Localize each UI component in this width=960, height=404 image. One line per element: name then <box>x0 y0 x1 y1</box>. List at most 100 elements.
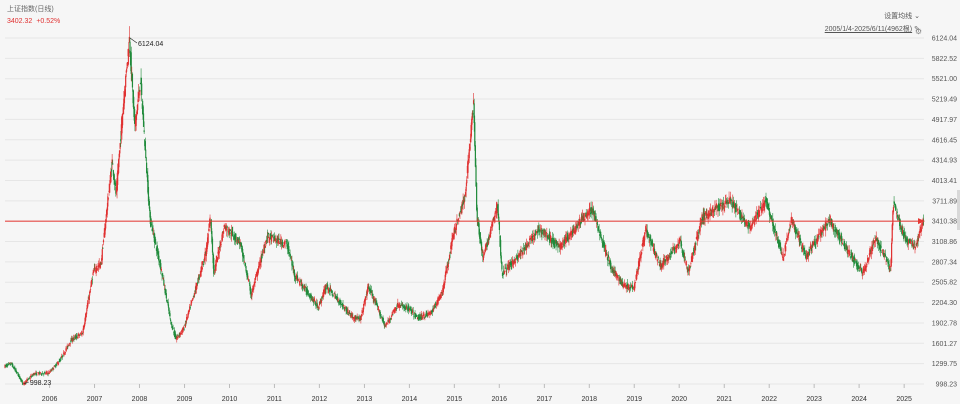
candle-body <box>633 288 635 290</box>
candle-body <box>354 316 356 320</box>
candle-body <box>320 299 323 303</box>
candle-body <box>714 206 717 210</box>
candle-body <box>814 244 816 246</box>
candle-body <box>830 218 832 226</box>
candle-body <box>915 247 917 249</box>
candle-body <box>187 310 190 315</box>
candle-body <box>711 211 713 213</box>
candle-body <box>343 305 345 306</box>
candle-body <box>871 244 874 251</box>
candle-body <box>323 289 325 294</box>
candle-body <box>903 232 906 236</box>
candle-body <box>527 242 529 245</box>
candle-body <box>881 249 883 251</box>
candle-body <box>25 382 27 383</box>
candle-body <box>845 245 847 247</box>
candle-body <box>303 288 305 290</box>
candle-body <box>912 245 914 247</box>
candle-body <box>491 224 493 226</box>
candle-body <box>312 299 314 301</box>
candle-body <box>400 305 402 306</box>
candle-body <box>614 270 616 276</box>
x-tick-label: 2011 <box>267 396 282 403</box>
candle-body <box>768 208 770 210</box>
candle-body <box>819 232 821 234</box>
candle-body <box>606 254 608 255</box>
candle-body <box>394 308 396 313</box>
candle-body <box>149 211 151 224</box>
candle-body <box>467 162 469 173</box>
scrollbar-handle[interactable] <box>957 190 960 230</box>
candle-body <box>732 201 734 207</box>
candle-body <box>55 364 57 366</box>
candle-body <box>270 235 273 242</box>
candle-body <box>307 294 310 295</box>
candle-body <box>446 265 448 274</box>
candle-body <box>78 335 81 337</box>
candle-body <box>96 268 98 271</box>
candle-body <box>464 196 466 197</box>
date-range-label[interactable]: 2005/1/4-2025/6/11(4962根) <box>824 26 913 33</box>
candle-body <box>705 214 707 216</box>
candle-body <box>754 215 757 218</box>
candle-body <box>487 241 489 244</box>
candle-body <box>577 221 579 226</box>
candle-body <box>918 231 920 233</box>
candle-body <box>341 303 344 307</box>
candle-body <box>10 362 12 364</box>
candle-body <box>293 269 295 277</box>
candle-body <box>569 233 571 235</box>
candle-body <box>873 240 875 244</box>
candle-body <box>196 285 198 287</box>
candle-body <box>150 219 152 226</box>
candle-body <box>748 223 750 228</box>
candle-body <box>110 169 113 172</box>
candle-body <box>81 333 83 335</box>
candle-body <box>125 70 127 73</box>
candle-body <box>844 244 846 250</box>
candle-body <box>580 222 582 225</box>
candle-body <box>921 223 923 230</box>
candle-body <box>769 211 771 217</box>
candle-body <box>325 288 327 290</box>
candle-body <box>203 261 205 263</box>
candle-body <box>560 243 562 247</box>
candle-body <box>913 244 915 245</box>
candle-body <box>276 238 278 240</box>
candle-body <box>397 306 400 307</box>
candle-body <box>774 228 776 231</box>
candle-body <box>548 233 550 240</box>
candle-body <box>757 213 759 215</box>
candle-body <box>815 240 818 242</box>
candle-body <box>241 248 243 250</box>
candle-body <box>112 163 114 165</box>
candle-body <box>399 305 401 308</box>
candle-body <box>431 310 433 312</box>
candle-body <box>347 313 350 315</box>
candle-body <box>46 372 48 373</box>
moving-average-setting-button[interactable]: 设置均线 ⌄ <box>884 13 920 20</box>
candle-body <box>715 204 717 210</box>
candle-body <box>649 240 651 242</box>
candle-body <box>80 333 82 334</box>
candle-body <box>145 156 147 158</box>
candle-body <box>352 317 354 318</box>
candle-body <box>267 236 269 239</box>
candle-body <box>35 372 37 374</box>
candle-body <box>80 333 82 335</box>
candle-body <box>119 143 121 149</box>
settings-icon[interactable]: ⚙ <box>914 27 922 36</box>
candle-body <box>882 249 884 251</box>
candle-body <box>503 270 505 275</box>
candle-body <box>897 216 899 219</box>
candle-body <box>183 328 185 330</box>
pencil-icon[interactable]: ✎ <box>914 26 920 33</box>
candle-body <box>836 229 838 233</box>
candle-body <box>805 254 807 258</box>
candle-body <box>140 77 142 84</box>
candle-body <box>40 373 42 375</box>
candle-body <box>541 230 544 231</box>
candle-body <box>99 263 101 267</box>
candle-body <box>674 247 677 249</box>
